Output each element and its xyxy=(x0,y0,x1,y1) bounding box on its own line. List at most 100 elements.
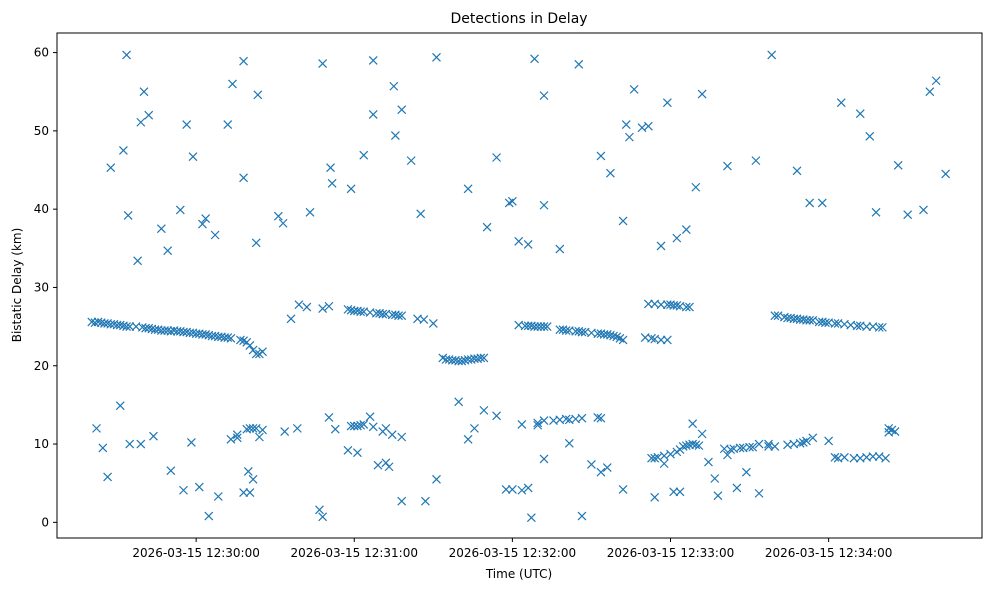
data-point xyxy=(593,413,603,422)
data-point xyxy=(539,454,549,464)
data-point xyxy=(925,87,935,97)
data-point xyxy=(133,256,143,266)
data-point xyxy=(384,462,394,472)
data-point xyxy=(754,439,764,449)
data-point xyxy=(356,307,366,317)
data-point xyxy=(507,485,517,494)
data-point xyxy=(397,496,407,506)
data-point xyxy=(656,300,666,310)
data-point xyxy=(710,474,720,483)
data-point xyxy=(416,209,426,219)
data-point xyxy=(232,433,242,443)
data-point xyxy=(239,173,249,183)
data-point xyxy=(245,488,255,498)
data-point xyxy=(672,233,682,243)
data-point xyxy=(302,302,312,312)
data-point xyxy=(596,151,606,161)
x-tick-label: 2026-03-15 12:33:00 xyxy=(607,546,734,560)
data-point xyxy=(704,457,713,467)
data-point xyxy=(514,236,524,246)
data-point xyxy=(294,300,304,310)
data-point xyxy=(479,405,489,415)
data-point xyxy=(305,207,315,217)
data-point xyxy=(251,349,261,359)
data-point xyxy=(98,443,108,453)
data-point xyxy=(223,120,233,130)
data-point xyxy=(179,485,188,495)
data-point xyxy=(751,156,761,166)
data-point xyxy=(106,163,116,173)
data-point xyxy=(166,466,176,476)
data-point xyxy=(245,340,255,350)
data-point xyxy=(115,401,125,411)
data-point xyxy=(163,246,173,256)
y-tick-label: 40 xyxy=(34,202,49,216)
data-point xyxy=(397,432,407,442)
data-point xyxy=(186,438,196,447)
data-point xyxy=(223,333,233,342)
data-point xyxy=(476,353,486,363)
data-point xyxy=(884,427,894,437)
data-point xyxy=(182,120,192,130)
data-point xyxy=(656,241,666,251)
data-point xyxy=(621,120,631,130)
data-point xyxy=(723,450,732,460)
data-point xyxy=(561,326,571,335)
data-point xyxy=(542,322,552,332)
data-point xyxy=(754,488,764,498)
data-point xyxy=(795,438,805,448)
data-point xyxy=(561,414,571,424)
data-point xyxy=(764,439,773,449)
data-point xyxy=(163,326,173,335)
data-point xyxy=(359,420,369,429)
data-point xyxy=(324,301,334,311)
data-point xyxy=(397,311,407,321)
data-point xyxy=(609,331,619,341)
data-point xyxy=(770,311,780,321)
y-tick-label: 20 xyxy=(34,359,49,373)
data-point xyxy=(681,225,691,234)
data-point xyxy=(248,474,258,484)
data-point xyxy=(675,487,685,497)
data-point xyxy=(805,198,815,208)
data-point xyxy=(122,322,131,332)
data-point xyxy=(530,54,539,64)
data-point xyxy=(713,491,723,501)
data-point xyxy=(365,412,375,422)
data-point xyxy=(862,322,871,332)
x-tick-label: 2026-03-15 12:32:00 xyxy=(449,546,576,560)
data-point xyxy=(666,449,675,459)
data-point xyxy=(685,440,694,450)
data-point xyxy=(824,436,834,446)
data-point xyxy=(767,50,777,60)
data-point xyxy=(941,169,951,179)
data-point xyxy=(836,98,846,108)
y-tick-label: 60 xyxy=(34,46,49,60)
data-point xyxy=(903,210,913,220)
data-point xyxy=(530,322,539,332)
data-point xyxy=(770,441,780,451)
data-point xyxy=(454,397,464,407)
data-point xyxy=(821,318,830,328)
data-point xyxy=(802,315,811,325)
data-point xyxy=(286,314,296,324)
data-point xyxy=(166,326,176,336)
y-tick-label: 0 xyxy=(41,515,49,529)
data-point xyxy=(577,413,587,423)
data-point xyxy=(87,317,97,327)
data-point xyxy=(792,166,802,176)
data-point xyxy=(92,423,101,433)
data-point xyxy=(539,322,549,332)
data-point xyxy=(492,153,501,162)
data-point xyxy=(356,420,366,430)
data-point xyxy=(149,431,158,441)
data-point xyxy=(808,433,818,443)
data-point xyxy=(194,482,204,492)
data-point xyxy=(817,198,827,208)
data-point xyxy=(232,430,242,440)
data-point xyxy=(432,474,441,484)
data-point xyxy=(539,416,549,425)
data-point xyxy=(504,198,514,208)
data-point xyxy=(830,319,840,328)
data-point xyxy=(574,59,584,69)
